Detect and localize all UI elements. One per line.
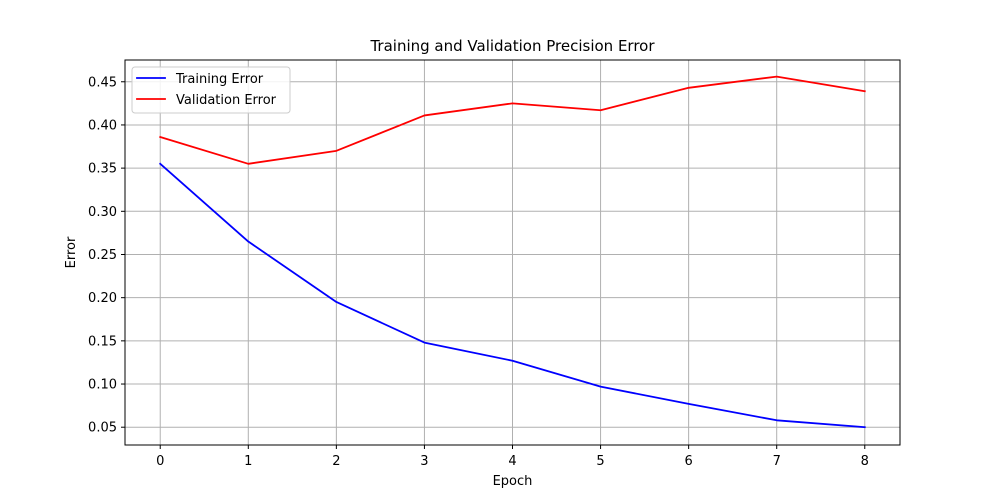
x-tick-label-7: 7 (773, 454, 781, 469)
y-tick-label-0.35: 0.35 (88, 162, 117, 177)
x-axis-label: Epoch (493, 474, 533, 489)
legend-label-validation-error: Validation Error (176, 93, 277, 108)
x-tick-label-2: 2 (332, 454, 340, 469)
y-tick-label-0.15: 0.15 (88, 334, 117, 349)
grid (125, 60, 900, 445)
series-line-validation-error (159, 75, 866, 165)
x-tick-label-6: 6 (684, 454, 692, 469)
y-tick-label-0.10: 0.10 (88, 378, 117, 393)
y-tick-label-0.05: 0.05 (88, 421, 117, 436)
x-tick-label-3: 3 (420, 454, 428, 469)
y-tick-label-0.45: 0.45 (88, 75, 117, 90)
x-axis-ticks: 0 1 2 3 4 5 6 7 8 (156, 445, 869, 469)
series-line-training-error (158, 162, 866, 429)
legend-box (131, 66, 291, 114)
x-tick-label-8: 8 (861, 454, 869, 469)
y-axis-label: Error (64, 236, 79, 268)
chart-title: Training and Validation Precision Error (369, 37, 655, 55)
legend-label-training-error: Training Error (175, 72, 264, 87)
x-tick-label-5: 5 (596, 454, 604, 469)
series-lines (158, 75, 866, 429)
x-tick-label-1: 1 (244, 454, 252, 469)
y-axis-ticks: 0.05 0.10 0.15 0.20 0.25 0.30 0.35 0.40 0.45 (88, 75, 125, 436)
y-tick-label-0.40: 0.40 (88, 118, 117, 133)
x-tick-label-0: 0 (156, 454, 164, 469)
legend: Training Error Validation Error (131, 66, 291, 114)
y-tick-label-0.20: 0.20 (88, 291, 117, 306)
y-tick-label-0.30: 0.30 (88, 205, 117, 220)
y-tick-label-0.25: 0.25 (88, 248, 117, 263)
x-tick-label-4: 4 (508, 454, 516, 469)
